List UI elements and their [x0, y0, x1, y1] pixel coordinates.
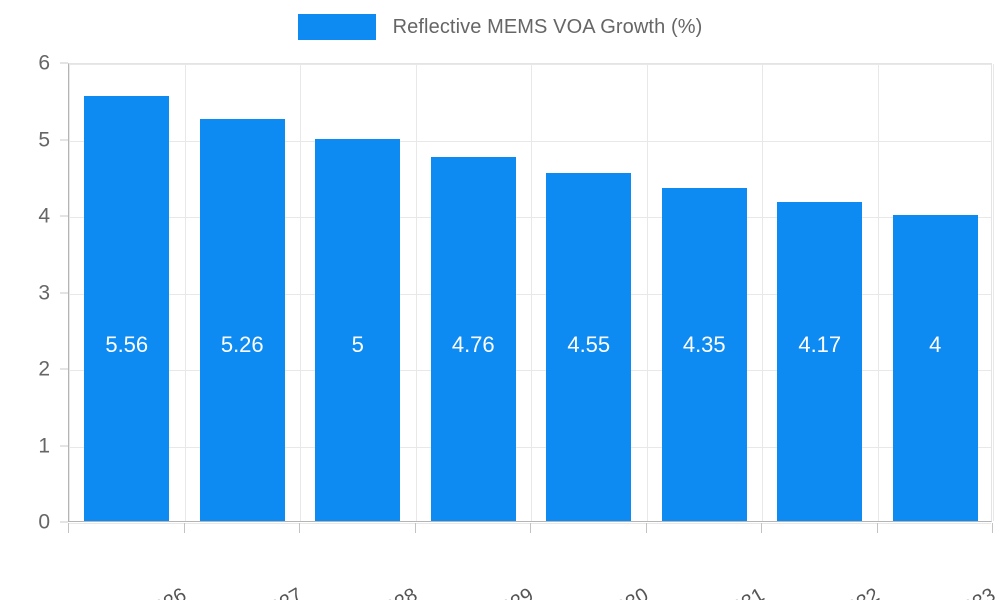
- bar[interactable]: 4.55: [546, 172, 632, 521]
- y-axis: 0 1 2 3 4 5 6: [0, 53, 68, 533]
- y-axis-tick-label: 0: [38, 510, 50, 534]
- y-axis-tick-mark: [60, 292, 68, 293]
- legend-swatch-icon: [297, 14, 376, 40]
- x-axis-tick-label: 2025-2026: [97, 537, 273, 600]
- y-axis-tick-label: 6: [38, 51, 50, 75]
- y-axis-tick-label: 2: [38, 357, 50, 381]
- x-axis-tick-label-text: 2031-2032: [790, 584, 884, 600]
- x-axis-tick-label: 2032-2033: [905, 537, 1000, 600]
- bar[interactable]: 4.35: [661, 188, 747, 521]
- x-axis-tick-mark: [761, 523, 762, 533]
- bar-value-label: 4.17: [798, 331, 842, 357]
- y-axis-tick-mark: [60, 521, 68, 523]
- x-axis-tick-mark: [992, 523, 993, 533]
- bar-value-label: 4.76: [451, 331, 495, 357]
- x-axis-tick-label-text: 2032-2033: [905, 584, 999, 600]
- x-axis-tick-label: 2028-2029: [443, 537, 620, 600]
- x-axis-tick-mark: [184, 523, 185, 533]
- bar[interactable]: 4.17: [777, 202, 863, 521]
- bar[interactable]: 5.26: [199, 118, 285, 521]
- x-axis-tick-label-text: 2029-2030: [559, 584, 653, 600]
- y-axis-tick-label: 5: [38, 128, 50, 151]
- x-axis-tick-label-text: 2030-2031: [674, 584, 768, 600]
- x-axis-tick-label-text: 2026-2027: [212, 584, 306, 600]
- bar[interactable]: 4: [892, 215, 978, 521]
- plot-area: 5.56 5.26 5 4.76 4.55 4.35 4.17 4: [68, 63, 994, 524]
- bar-value-label: 4.35: [682, 331, 726, 357]
- legend-item-label: Reflective MEMS VOA Growth (%): [392, 16, 703, 38]
- y-axis-tick-mark: [60, 368, 68, 370]
- bar-value-label: 5.26: [220, 331, 264, 357]
- x-axis-tick-label-text: 2027-2028: [328, 584, 422, 600]
- x-axis-tick-label: 2030-2031: [674, 537, 851, 600]
- y-axis-tick-label: 1: [38, 434, 50, 457]
- x-axis-tick-mark: [646, 523, 647, 533]
- y-axis-tick-mark: [60, 62, 68, 64]
- y-axis-tick-mark: [60, 215, 68, 217]
- bar[interactable]: 5: [315, 138, 401, 521]
- x-axis-tick-mark: [68, 523, 69, 533]
- bar[interactable]: 4.76: [430, 156, 516, 521]
- y-axis-tick-mark: [60, 139, 68, 140]
- x-axis-tick-label: 2031-2032: [790, 537, 966, 600]
- bar-value-label: 5.56: [105, 331, 149, 357]
- legend-item-reflective-mems-voa-growth[interactable]: Reflective MEMS VOA Growth (%): [297, 14, 703, 40]
- y-axis-tick-label: 3: [38, 281, 50, 304]
- x-axis-tick-label: 2027-2028: [328, 537, 504, 600]
- bar[interactable]: 5.56: [84, 95, 170, 521]
- y-axis-tick-mark: [60, 445, 68, 446]
- bar-series: 5.56 5.26 5 4.76 4.55 4.35 4.17 4: [69, 64, 991, 521]
- chart-legend: Reflective MEMS VOA Growth (%): [0, 0, 1000, 54]
- x-axis-tick-label-text: 2025-2026: [97, 584, 191, 600]
- bar-value-label: 4.55: [567, 331, 611, 357]
- x-axis-tick-mark: [530, 523, 531, 533]
- x-axis-tick-label-text: 2028-2029: [443, 584, 537, 600]
- bar-value-label: 5: [351, 331, 364, 357]
- bar-value-label: 4: [929, 331, 942, 357]
- x-axis-tick-mark: [299, 523, 300, 533]
- x-axis-tick-label: 2026-2027: [212, 537, 389, 600]
- x-axis-tick-label: 2029-2030: [559, 537, 735, 600]
- x-axis-tick-mark: [877, 523, 878, 533]
- x-axis-tick-mark: [415, 523, 416, 533]
- y-axis-tick-label: 4: [38, 204, 50, 228]
- gridline-vertical: [993, 64, 994, 521]
- x-axis: 2025-2026 2026-2027 2027-2028 2028-2029 2029…: [68, 523, 999, 600]
